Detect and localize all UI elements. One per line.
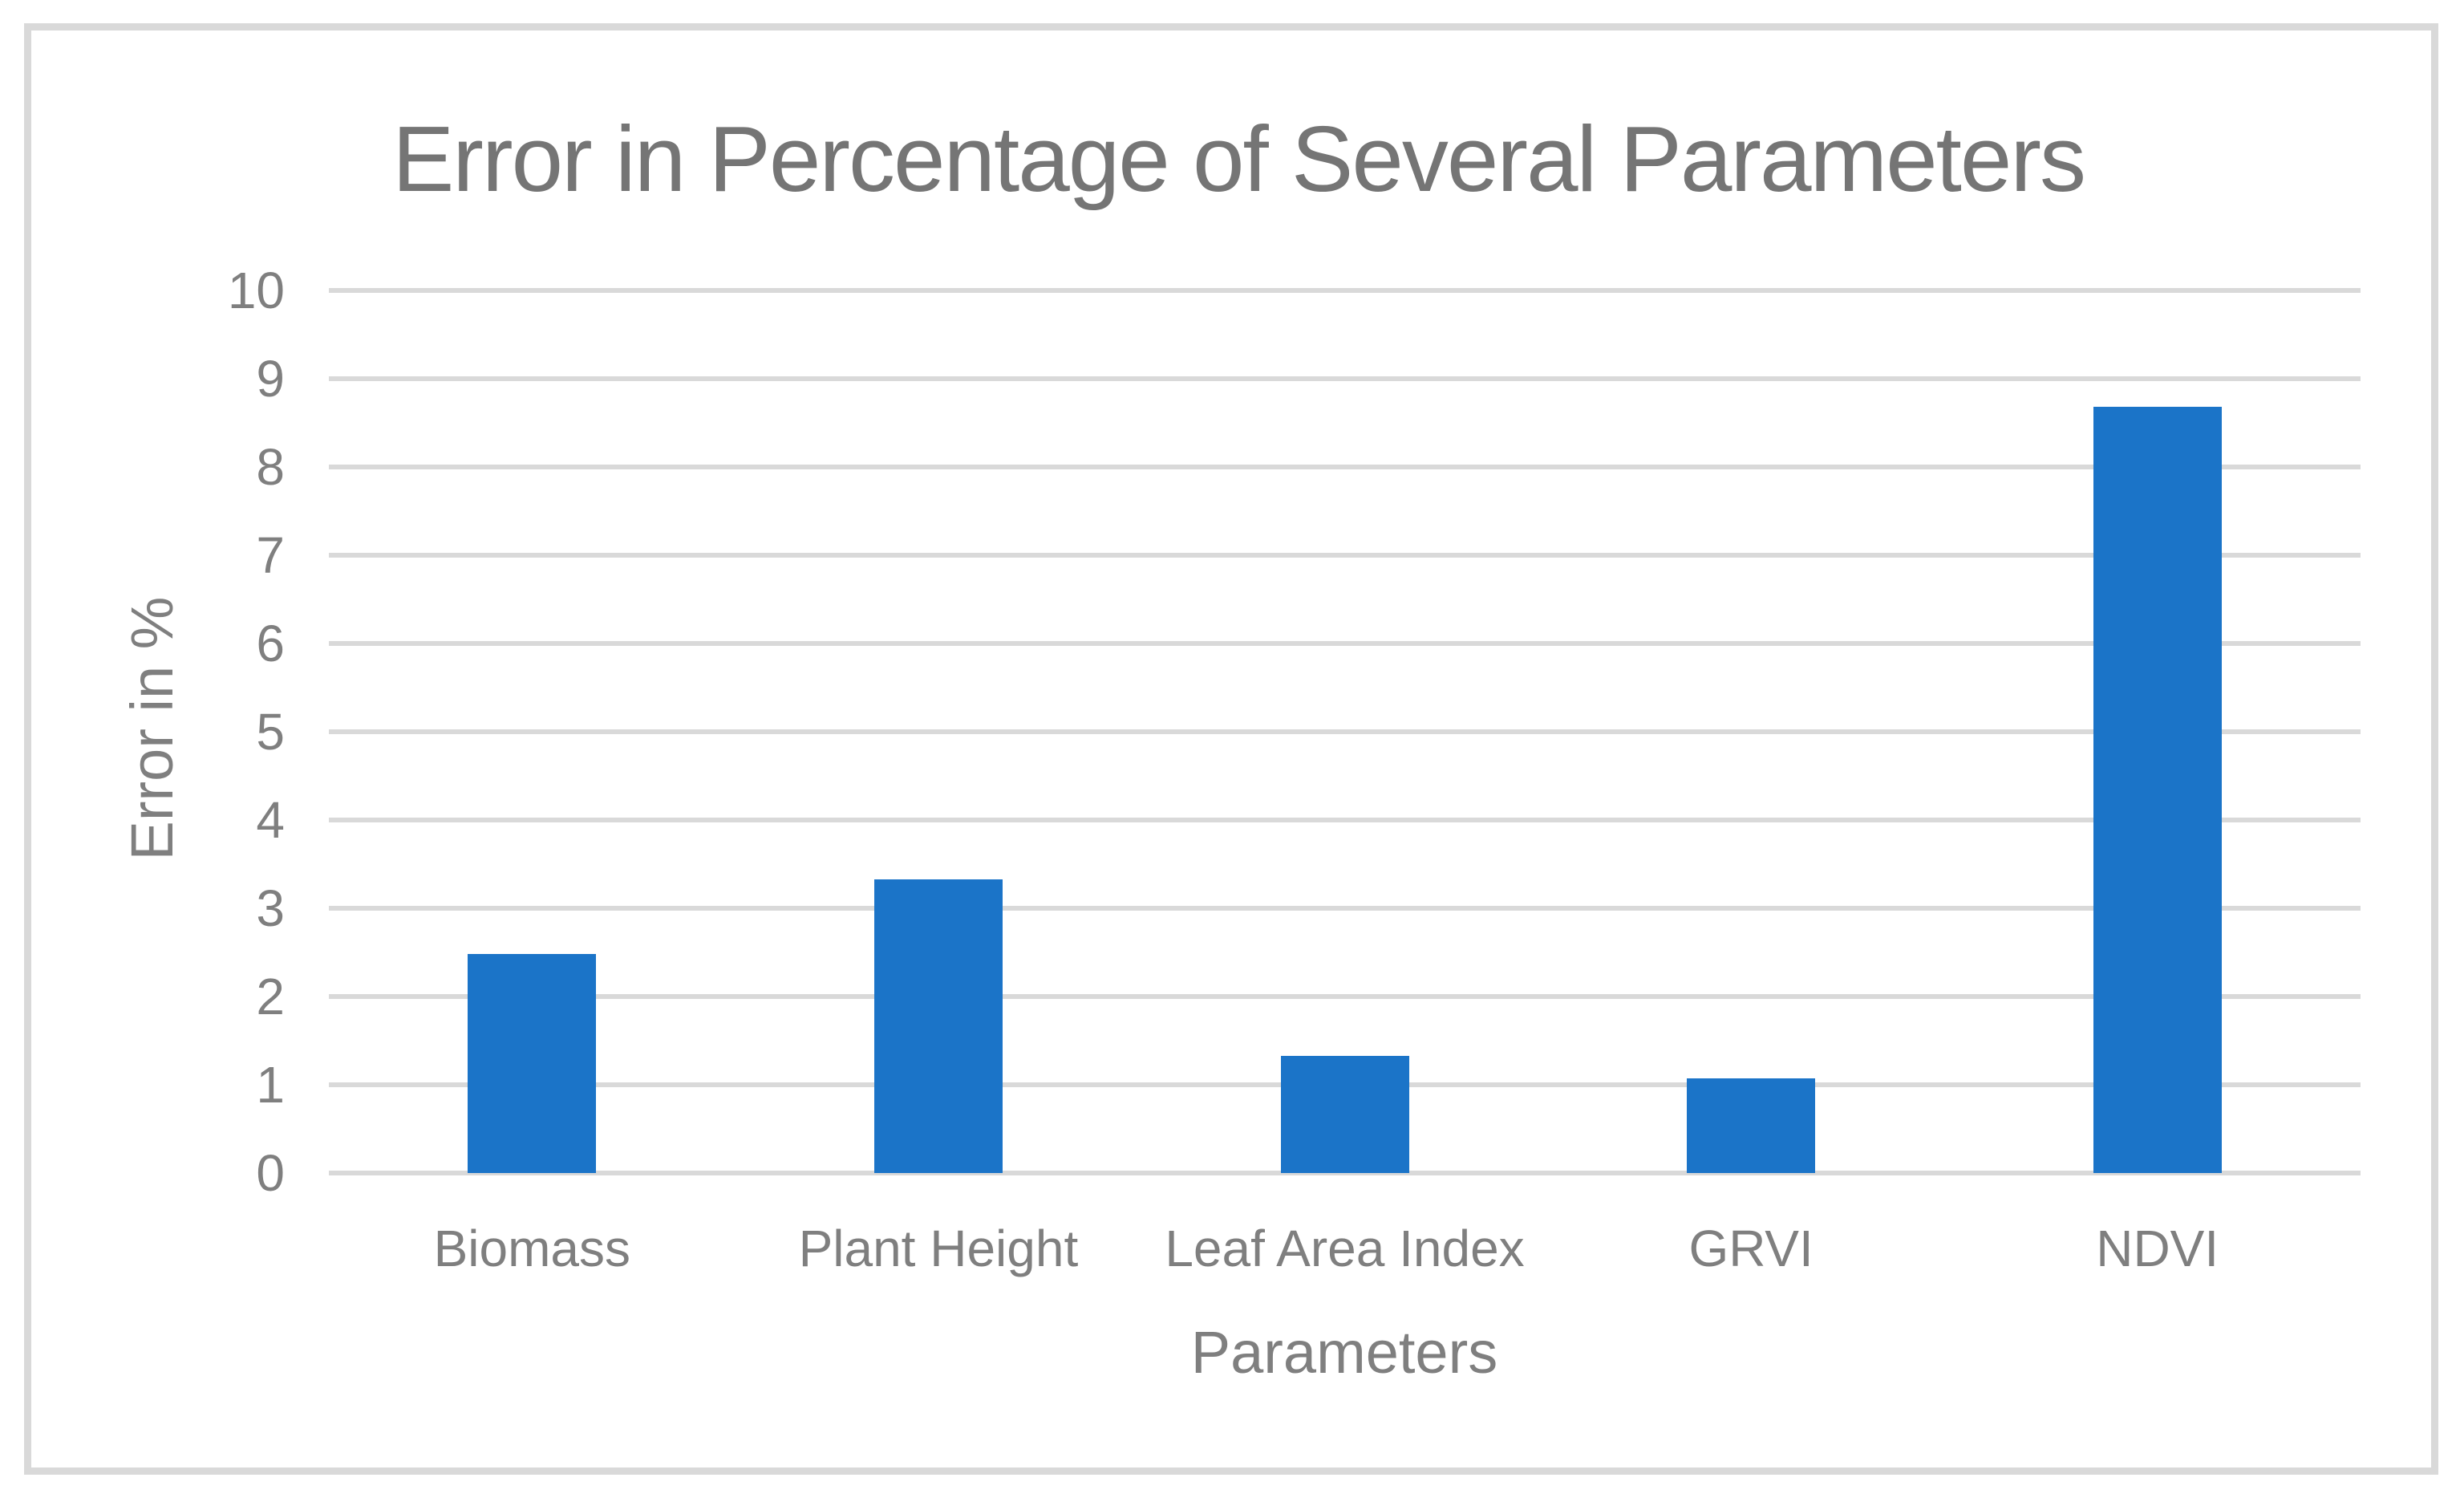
gridline-y-10: [329, 288, 2361, 293]
gridline-y-9: [329, 376, 2361, 381]
y-tick-label-6: 6: [256, 615, 285, 672]
gridline-y-3: [329, 906, 2361, 911]
gridline-y-4: [329, 818, 2361, 822]
gridline-y-7: [329, 553, 2361, 558]
y-tick-label-4: 4: [256, 791, 285, 849]
plot-area: [329, 288, 2361, 1175]
gridline-y-5: [329, 729, 2361, 734]
x-tick-label-biomass: Biomass: [433, 1220, 630, 1277]
y-tick-label-9: 9: [256, 350, 285, 408]
y-tick-label-3: 3: [256, 879, 285, 937]
x-axis-title: Parameters: [1190, 1319, 1498, 1386]
gridline-y-2: [329, 994, 2361, 999]
x-tick-label-grvi: GRVI: [1688, 1220, 1814, 1277]
y-tick-label-7: 7: [256, 526, 285, 584]
gridline-y-8: [329, 465, 2361, 469]
bar-plant-height: [873, 879, 1003, 1173]
bar-ndvi: [2093, 407, 2222, 1173]
gridline-y-6: [329, 641, 2361, 646]
bar-grvi: [1687, 1078, 1816, 1173]
x-tick-label-leaf-area-index: Leaf Area Index: [1165, 1220, 1525, 1277]
y-tick-label-8: 8: [256, 438, 285, 496]
y-tick-label-5: 5: [256, 703, 285, 761]
chart-title: Error in Percentage of Several Parameter…: [391, 107, 2086, 211]
y-tick-label-0: 0: [256, 1144, 285, 1202]
y-tick-label-2: 2: [256, 968, 285, 1025]
bar-biomass: [468, 954, 597, 1173]
bar-leaf-area-index: [1280, 1056, 1409, 1173]
y-tick-label-10: 10: [227, 262, 285, 319]
y-tick-label-1: 1: [256, 1056, 285, 1114]
gridline-y-0: [329, 1171, 2361, 1175]
chart-frame: Error in Percentage of Several Parameter…: [24, 23, 2438, 1475]
x-tick-label-ndvi: NDVI: [2096, 1220, 2219, 1277]
x-tick-label-plant-height: Plant Height: [798, 1220, 1079, 1277]
